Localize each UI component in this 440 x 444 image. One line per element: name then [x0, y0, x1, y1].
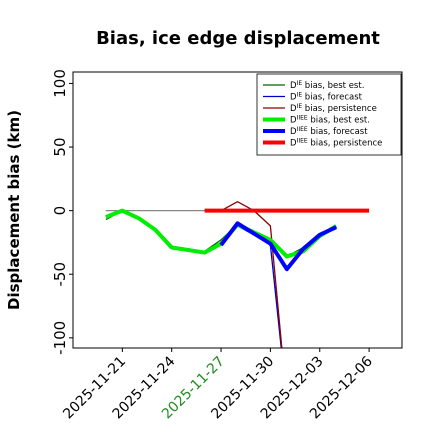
y-tick-label: -100 — [51, 321, 69, 355]
legend-text: IIEE — [297, 137, 308, 144]
legend-text: bias, forecast — [302, 93, 363, 103]
legend-text: bias, forecast — [308, 127, 369, 137]
legend-label: DIE bias, persistence — [290, 103, 377, 115]
legend-text: D — [290, 139, 297, 149]
legend-text: D — [290, 104, 297, 114]
y-tick-label: 100 — [51, 69, 69, 98]
plot-area — [105, 201, 370, 348]
chart-title: Bias, ice edge displacement — [96, 28, 380, 49]
legend-text: bias, persistence — [308, 139, 383, 149]
legend-text: D — [290, 116, 297, 126]
legend-text: D — [290, 93, 297, 103]
legend-label: DIE bias, best est. — [290, 80, 364, 92]
legend-text: bias, best est. — [302, 81, 364, 91]
y-tick-label: 0 — [51, 206, 69, 216]
legend-text: IIEE — [297, 114, 308, 121]
legend-text: IE — [297, 103, 303, 110]
legend-label: DIE bias, forecast — [290, 91, 363, 103]
series-line — [219, 221, 338, 272]
legend-label: DIIEE bias, forecast — [290, 126, 368, 138]
legend-label: DIIEE bias, persistence — [290, 137, 382, 149]
legend-label: DIIEE bias, best est. — [290, 114, 370, 126]
legend-text: IE — [297, 91, 303, 98]
y-tick-label: -50 — [51, 262, 69, 287]
legend-text: bias, best est. — [308, 116, 370, 126]
legend-text: bias, persistence — [302, 104, 377, 114]
plot-frame — [72, 71, 403, 349]
legend-text: D — [290, 127, 297, 137]
legend-text: IIEE — [297, 126, 308, 133]
legend-text: D — [290, 81, 297, 91]
legend-text: IE — [297, 80, 303, 87]
y-axis-label: Displacement bias (km) — [5, 110, 23, 310]
y-tick-label: 50 — [51, 137, 69, 156]
